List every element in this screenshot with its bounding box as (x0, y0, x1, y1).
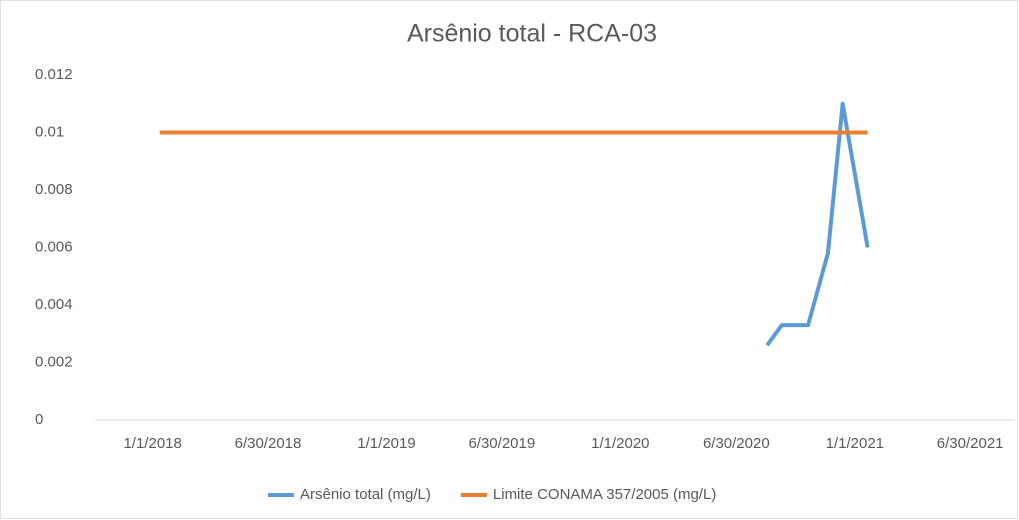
x-tick-label: 6/30/2021 (937, 435, 1004, 452)
y-tick-label: 0 (35, 411, 43, 428)
x-tick-label: 1/1/2020 (591, 435, 649, 452)
y-tick-label: 0.008 (35, 181, 73, 198)
x-tick-label: 1/1/2018 (123, 435, 181, 452)
y-tick-label: 0.012 (35, 66, 73, 83)
legend-label: Arsênio total (mg/L) (300, 486, 431, 503)
x-tick-label: 6/30/2020 (703, 435, 770, 452)
x-tick-label: 6/30/2019 (468, 435, 535, 452)
y-tick-label: 0.002 (35, 353, 73, 370)
x-tick-label: 6/30/2018 (235, 435, 302, 452)
x-tick-label: 1/1/2019 (357, 435, 415, 452)
y-tick-label: 0.006 (35, 238, 73, 255)
y-tick-label: 0.004 (35, 296, 73, 313)
series-line (765, 101, 870, 347)
legend-label: Limite CONAMA 357/2005 (mg/L) (493, 486, 716, 503)
x-tick-label: 1/1/2021 (826, 435, 884, 452)
y-tick-label: 0.01 (35, 123, 64, 140)
chart-title: Arsênio total - RCA-03 (407, 20, 657, 48)
